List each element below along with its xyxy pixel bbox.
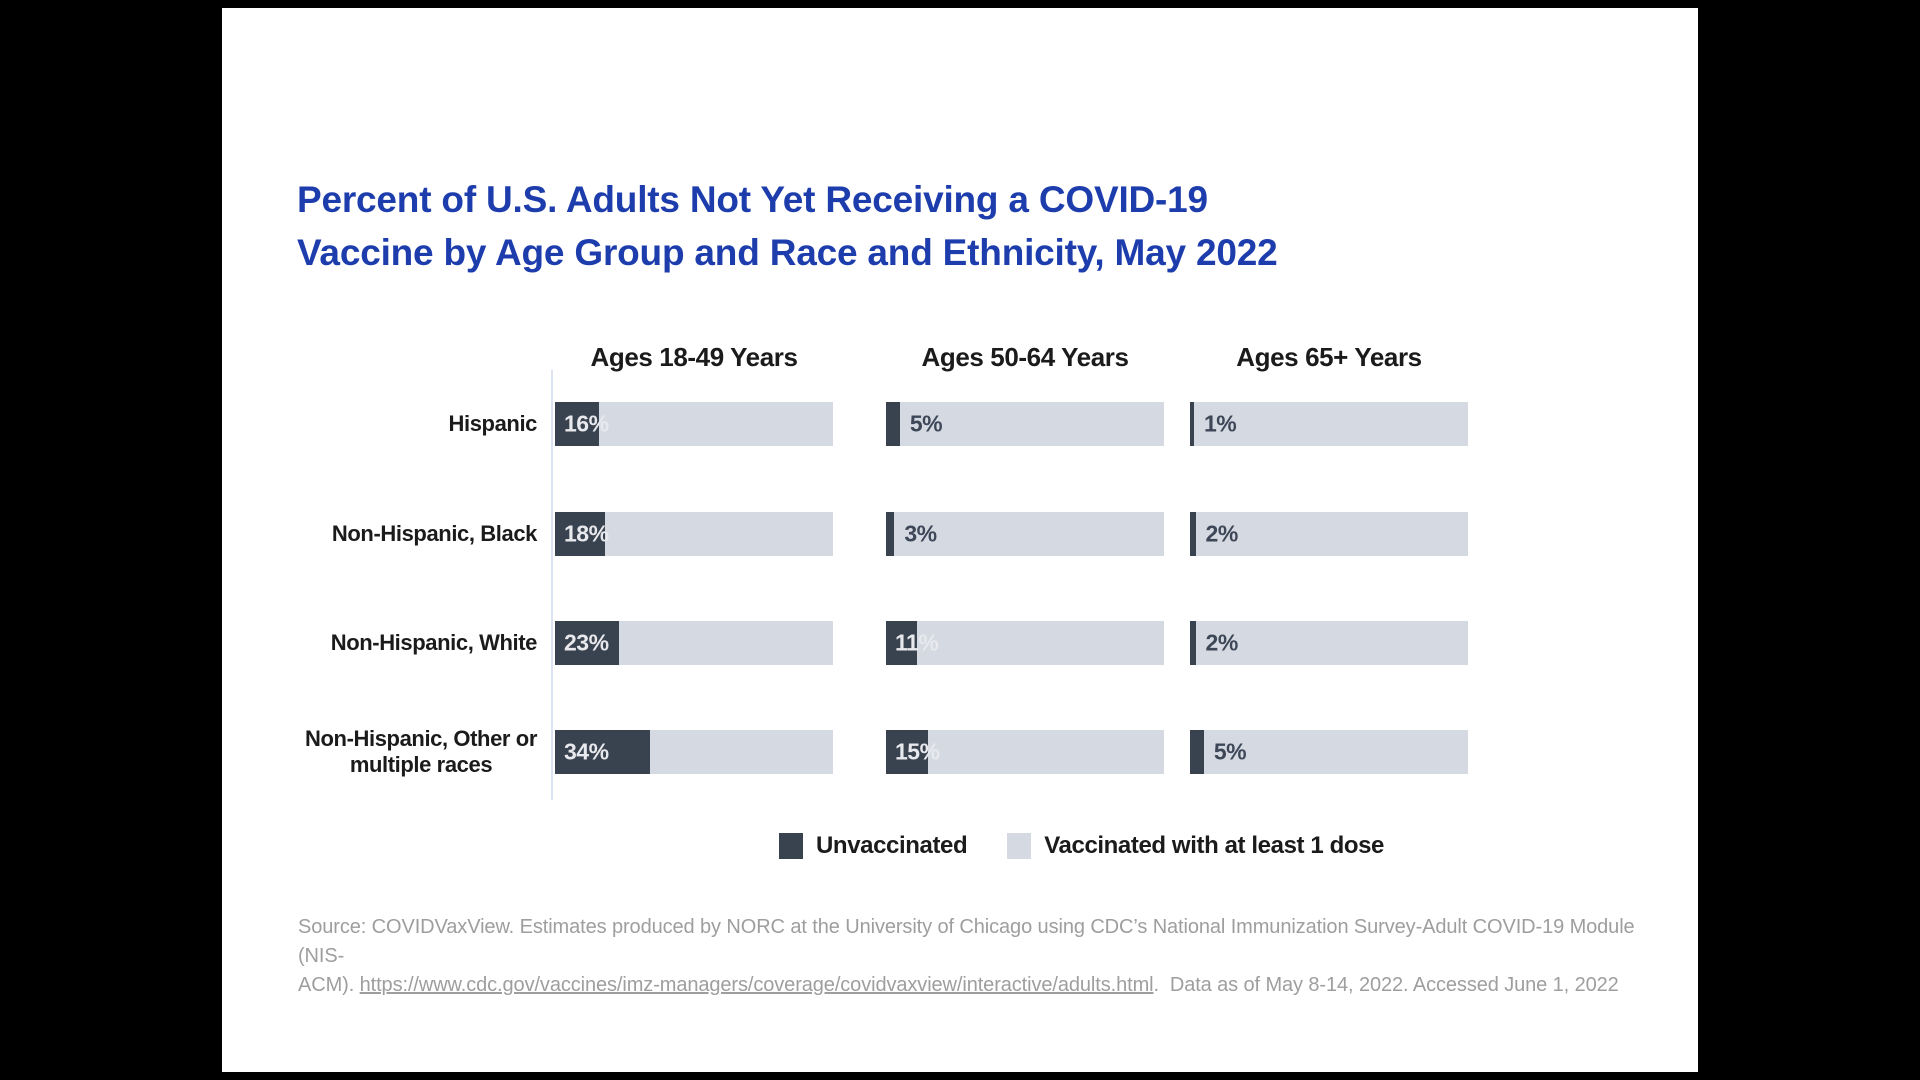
- bar-vaccinated-track: 11%: [886, 621, 1164, 665]
- row-label-text: Non-Hispanic, Black: [331, 521, 538, 547]
- bar-value-label: 23%: [564, 629, 609, 656]
- legend-label: Unvaccinated: [816, 832, 968, 859]
- row-label: Hispanic: [222, 402, 538, 446]
- chart-title-line2: Vaccine by Age Group and Race and Ethnic…: [297, 231, 1278, 273]
- bar-segment-unvaccinated: [555, 512, 606, 556]
- bar-segment-unvaccinated: [555, 402, 600, 446]
- legend-label: Vaccinated with at least 1 dose: [1044, 832, 1385, 859]
- bar-vaccinated-track: 5%: [1190, 730, 1468, 774]
- bar-value-label: 2%: [1205, 629, 1239, 656]
- legend: Unvaccinated Vaccinated with at least 1 d…: [779, 832, 1384, 860]
- bar-value-label: 34%: [564, 738, 609, 765]
- source-text-line2-suffix: . Data as of May 8-14, 2022. Accessed Ju…: [1153, 974, 1619, 996]
- source-url-link[interactable]: https://www.cdc.gov/vaccines/imz-manager…: [359, 974, 1154, 996]
- row-label-text: Non-Hispanic, White: [330, 630, 538, 656]
- legend-swatch-unvaccinated: [779, 833, 803, 859]
- column-header: Ages 50-64 Years: [921, 342, 1129, 372]
- bar-value-label: 2%: [1205, 520, 1239, 547]
- bar-value-label: 18%: [564, 520, 609, 547]
- bar-vaccinated-track: 2%: [1190, 512, 1468, 556]
- bar-segment-unvaccinated: [886, 402, 900, 446]
- bar-value-label: 3%: [904, 520, 937, 547]
- source-text-line2-prefix: ACM).: [298, 974, 360, 996]
- bar-segment-unvaccinated: [886, 621, 917, 665]
- bar-value-label: 1%: [1204, 410, 1237, 437]
- bar-segment-unvaccinated: [1190, 621, 1196, 665]
- chart-title-line1: Percent of U.S. Adults Not Yet Receiving…: [297, 179, 1208, 220]
- bar-vaccinated-track: 15%: [886, 730, 1164, 774]
- row-label-text: Hispanic: [448, 411, 538, 437]
- column-header: Ages 18-49 Years: [590, 342, 798, 372]
- bar-segment-unvaccinated: [1190, 512, 1196, 556]
- bar-segment-unvaccinated: [1190, 730, 1204, 774]
- bar-vaccinated-track: 34%: [555, 730, 833, 774]
- bar-segment-unvaccinated: [555, 730, 650, 774]
- bar-vaccinated-track: 16%: [555, 402, 833, 446]
- bar-vaccinated-track: 2%: [1190, 621, 1468, 665]
- bar-vaccinated-track: 5%: [886, 402, 1164, 446]
- legend-swatch-vaccinated: [1007, 833, 1032, 859]
- bar-vaccinated-track: 1%: [1190, 402, 1468, 446]
- bar-value-label: 16%: [564, 410, 609, 437]
- source-text-line1: Source: COVIDVaxView. Estimates produced…: [298, 916, 1635, 967]
- row-label-text: Non-Hispanic, Other or multiple races: [305, 726, 537, 777]
- bar-segment-unvaccinated: [886, 730, 928, 774]
- bar-value-label: 5%: [1213, 738, 1247, 765]
- row-label: Non-Hispanic, Other or multiple races: [222, 726, 537, 777]
- bar-segment-unvaccinated: [555, 621, 619, 665]
- y-axis-line: [551, 370, 553, 800]
- bar-value-label: 15%: [895, 738, 940, 765]
- bar-vaccinated-track: 3%: [886, 512, 1164, 556]
- bar-vaccinated-track: 18%: [555, 512, 833, 556]
- bar-vaccinated-track: 23%: [555, 621, 833, 665]
- bar-segment-unvaccinated: [1190, 402, 1194, 446]
- column-header: Ages 65+ Years: [1236, 342, 1422, 372]
- row-label: Non-Hispanic, White: [222, 621, 538, 665]
- bar-value-label: 11%: [895, 629, 939, 656]
- slide-canvas: Percent of U.S. Adults Not Yet Receiving…: [222, 8, 1698, 1072]
- chart-title: Percent of U.S. Adults Not Yet Receiving…: [297, 174, 1278, 279]
- bar-value-label: 5%: [909, 410, 943, 437]
- bar-segment-unvaccinated: [886, 512, 895, 556]
- source-note: Source: COVIDVaxView. Estimates produced…: [298, 913, 1658, 1000]
- row-label: Non-Hispanic, Black: [222, 512, 538, 556]
